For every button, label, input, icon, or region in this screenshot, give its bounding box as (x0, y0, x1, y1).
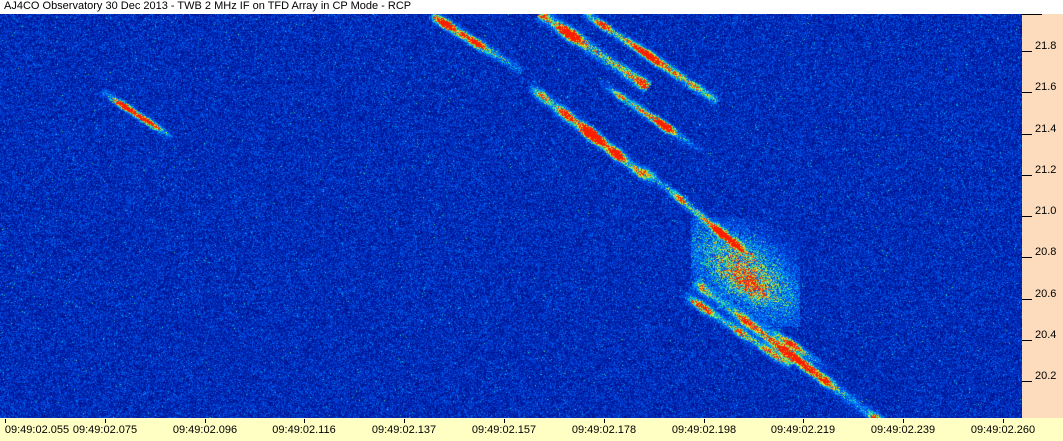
freq-tick-label: 20.2 (1035, 370, 1057, 382)
freq-tick (1022, 257, 1032, 258)
freq-tick-label: 20.6 (1035, 288, 1057, 300)
freq-tick (1022, 51, 1032, 52)
time-tick-label: 09:49:02.178 (571, 424, 637, 436)
time-tick (1003, 419, 1004, 423)
time-tick (105, 419, 106, 423)
time-tick (504, 419, 505, 423)
time-tick (903, 419, 904, 423)
time-tick (803, 419, 804, 423)
frequency-axis: 21.8 21.6 21.4 21.2 21.0 20.8 20.6 20.4 20.2 (1022, 14, 1063, 418)
freq-axis-top-tick (1022, 14, 1042, 15)
time-tick-label: 09:49:02.137 (371, 424, 437, 436)
time-tick-label: 09:49:02.096 (172, 424, 238, 436)
freq-tick (1022, 381, 1032, 382)
freq-tick-label: 21.2 (1035, 164, 1057, 176)
freq-tick (1022, 216, 1032, 217)
time-tick (5, 419, 6, 423)
time-tick (604, 419, 605, 423)
time-axis: 09:49:02.055 09:49:02.075 09:49:02.096 09:4… (0, 418, 1063, 441)
time-tick-label: 09:49:02.239 (870, 424, 936, 436)
freq-tick-label: 21.6 (1035, 81, 1057, 93)
freq-tick-label: 20.4 (1035, 329, 1057, 341)
spectrogram-plot (0, 14, 1022, 418)
time-tick-label: 09:49:02.157 (471, 424, 537, 436)
freq-tick-label: 20.8 (1035, 246, 1057, 258)
time-tick-label: 09:49:02.198 (671, 424, 737, 436)
time-tick-label: 09:49:02.116 (272, 424, 336, 436)
freq-tick (1022, 299, 1032, 300)
title-bar: AJ4CO Observatory 30 Dec 2013 - TWB 2 MH… (0, 0, 1063, 14)
time-tick-label: 09:49:02.075 (72, 424, 138, 436)
freq-tick (1022, 92, 1032, 93)
time-tick (404, 419, 405, 423)
time-tick-label: 09:49:02.219 (770, 424, 836, 436)
page-title: AJ4CO Observatory 30 Dec 2013 - TWB 2 MH… (4, 0, 412, 12)
time-tick (304, 419, 305, 423)
freq-tick-label: 21.0 (1035, 205, 1057, 217)
freq-tick (1022, 175, 1032, 176)
time-tick (205, 419, 206, 423)
freq-tick-label: 21.4 (1035, 123, 1057, 135)
time-tick-label: 09:49:02.260 (970, 424, 1036, 436)
freq-tick (1022, 134, 1032, 135)
freq-tick-label: 21.8 (1035, 40, 1057, 52)
time-tick (704, 419, 705, 423)
time-tick-label: 09:49:02.055 (4, 424, 70, 436)
freq-tick (1022, 340, 1032, 341)
